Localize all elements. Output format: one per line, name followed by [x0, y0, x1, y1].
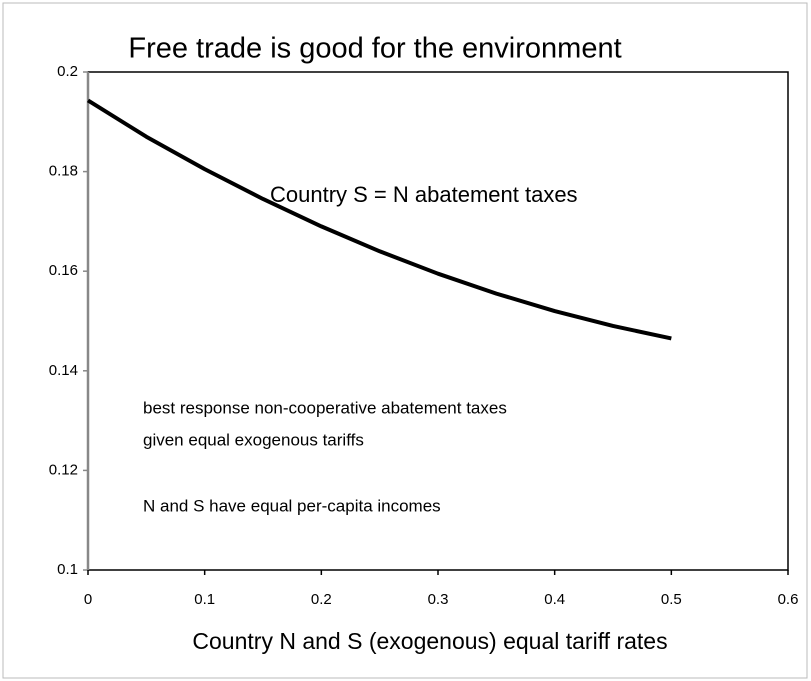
x-tick-label: 0.3 [428, 591, 449, 608]
annotation: given equal exogenous tariffs [143, 430, 364, 449]
x-tick-label: 0.1 [194, 591, 215, 608]
y-tick-label: 0.18 [49, 163, 78, 180]
y-tick-label: 0.16 [49, 262, 78, 279]
y-tick-label: 0.1 [57, 561, 78, 578]
line-series [86, 98, 672, 341]
y-tick-label: 0.2 [57, 63, 78, 80]
x-tick-label: 0 [84, 591, 92, 608]
x-tick-label: 0.5 [661, 591, 682, 608]
x-tick-label: 0.2 [311, 591, 332, 608]
chart-title: Free trade is good for the environment [128, 33, 621, 65]
x-tick-label: 0.6 [778, 591, 799, 608]
y-tick-label: 0.14 [49, 362, 78, 379]
annotation: best response non-cooperative abatement … [143, 398, 507, 417]
x-tick-label: 0.4 [544, 591, 565, 608]
x-axis-title: Country N and S (exogenous) equal tariff… [192, 628, 667, 654]
y-tick-label: 0.12 [49, 461, 78, 478]
annotation: Country S = N abatement taxes [270, 182, 578, 207]
annotation: N and S have equal per-capita incomes [143, 496, 441, 515]
